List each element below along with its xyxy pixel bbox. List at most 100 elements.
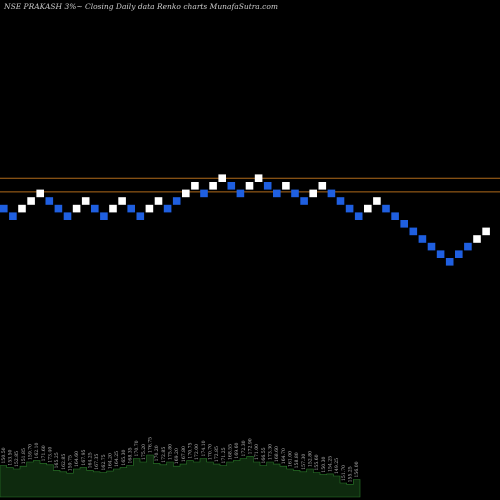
volume-price-label: 172.30 [241, 440, 247, 456]
renko-brick-down [127, 204, 135, 213]
renko-brick-down [91, 204, 99, 213]
renko-brick-down [391, 212, 399, 220]
renko-brick-up [154, 197, 163, 205]
renko-brick-down [382, 204, 390, 213]
volume-price-label: 153.50 [8, 449, 14, 465]
volume-price-label: 158.80 [294, 452, 300, 468]
renko-brick-up [218, 174, 226, 182]
renko-brick-up [209, 182, 217, 190]
renko-brick-up [182, 189, 190, 198]
renko-brick-down [445, 258, 454, 266]
renko-brick-up [245, 182, 254, 190]
renko-brick-down [455, 250, 463, 258]
renko-brick-up [109, 204, 117, 213]
volume-price-label: 167.35 [94, 454, 100, 470]
renko-brick-down [45, 197, 54, 205]
volume-price-label: 157.30 [301, 454, 307, 470]
volume-price-label: 161.00 [288, 451, 294, 467]
renko-brick-down [436, 250, 445, 258]
volume-price-label: 170.75 [188, 442, 194, 458]
volume-price-label: 159.75 [68, 455, 74, 471]
renko-brick-up [254, 174, 263, 182]
volume-price-label: 150.50 [1, 447, 7, 463]
renko-brick-down [54, 204, 63, 213]
renko-brick-down [227, 182, 236, 190]
volume-price-label: 172.00 [194, 444, 200, 460]
volume-price-label: 175.80 [168, 444, 174, 460]
volume-price-label: 165.25 [54, 452, 60, 468]
volume-price-label: 174.10 [201, 440, 207, 456]
renko-brick-up [282, 182, 290, 190]
volume-price-label: 159.70 [28, 444, 34, 460]
renko-brick-up [473, 235, 481, 243]
renko-brick-up [118, 197, 126, 205]
volume-price-label: 149.25 [334, 458, 340, 474]
renko-brick-up [318, 182, 327, 190]
volume-price-label: 152.85 [14, 451, 20, 467]
renko-brick-down [400, 220, 408, 228]
renko-brick-down [0, 204, 8, 213]
volume-price-label: 154.25 [328, 456, 334, 472]
renko-brick-down [418, 235, 427, 243]
renko-brick-down [336, 197, 345, 205]
volume-price-label: 152.80 [308, 451, 314, 467]
renko-brick-up [364, 204, 372, 213]
volume-price-label: 165.30 [121, 449, 127, 465]
renko-brick-down [427, 242, 436, 251]
renko-brick-down [163, 204, 172, 213]
renko-brick-down [136, 212, 145, 220]
renko-brick-down [236, 189, 245, 198]
volume-price-label: 169.60 [234, 442, 240, 458]
renko-brick-up [72, 204, 81, 213]
volume-price-label: 155.25 [348, 466, 354, 482]
volume-price-label: 176.75 [148, 437, 154, 453]
renko-brick-down [291, 189, 299, 198]
volume-price-label: 172.85 [214, 446, 220, 462]
renko-brick-up [482, 227, 490, 236]
volume-price-label: 167.80 [181, 446, 187, 462]
volume-area [0, 454, 361, 498]
renko-brick-down [200, 189, 208, 198]
chart-title: NSE PRAKASH 3%~ Closing Daily data Renko… [4, 2, 278, 11]
renko-brick-down [327, 189, 336, 198]
volume-price-label: 173.40 [48, 447, 54, 463]
renko-brick-down [273, 189, 281, 198]
volume-price-label: 164.25 [114, 451, 120, 467]
renko-brick-down [409, 227, 418, 236]
volume-price-label: 164.20 [108, 453, 114, 469]
volume-price-label: 162.75 [101, 454, 107, 470]
volume-price-label: 169.20 [174, 448, 180, 464]
renko-brick-up [18, 204, 26, 213]
renko-brick-down [9, 212, 17, 220]
volume-price-label: 164.70 [281, 448, 287, 464]
volume-price-label: 175.20 [141, 444, 147, 460]
volume-price-label: 162.85 [61, 454, 67, 470]
renko-brick-down [63, 212, 72, 220]
volume-price-label: 167.95 [81, 449, 87, 465]
renko-brick-down [100, 212, 108, 220]
volume-price-label: 168.35 [128, 447, 134, 463]
volume-price-label: 170.70 [134, 440, 140, 456]
volume-price-label: 172.90 [248, 438, 254, 454]
renko-brick-down [300, 197, 308, 205]
volume-price-label: 151.85 [21, 448, 27, 464]
renko-brick-up [309, 189, 317, 198]
renko-brick-down [464, 242, 472, 251]
volume-price-label: 171.25 [221, 447, 227, 463]
volume-price-label: 166.55 [261, 447, 267, 463]
renko-brick-up [191, 182, 199, 190]
renko-brick-down [172, 197, 181, 205]
renko-brick-down [263, 182, 272, 190]
volume-price-label: 171.60 [41, 445, 47, 461]
volume-price-label: 164.25 [88, 452, 94, 468]
renko-brick-up [81, 197, 90, 205]
renko-brick-up [36, 189, 44, 198]
renko-brick-down [354, 212, 363, 220]
volume-price-label: 170.70 [208, 444, 214, 460]
renko-brick-down [345, 204, 354, 213]
volume-price-label: 168.60 [274, 446, 280, 462]
volume-price-label: 171.00 [254, 444, 260, 460]
volume-price-label: 156.00 [354, 461, 360, 477]
volume-price-label: 168.55 [228, 444, 234, 460]
